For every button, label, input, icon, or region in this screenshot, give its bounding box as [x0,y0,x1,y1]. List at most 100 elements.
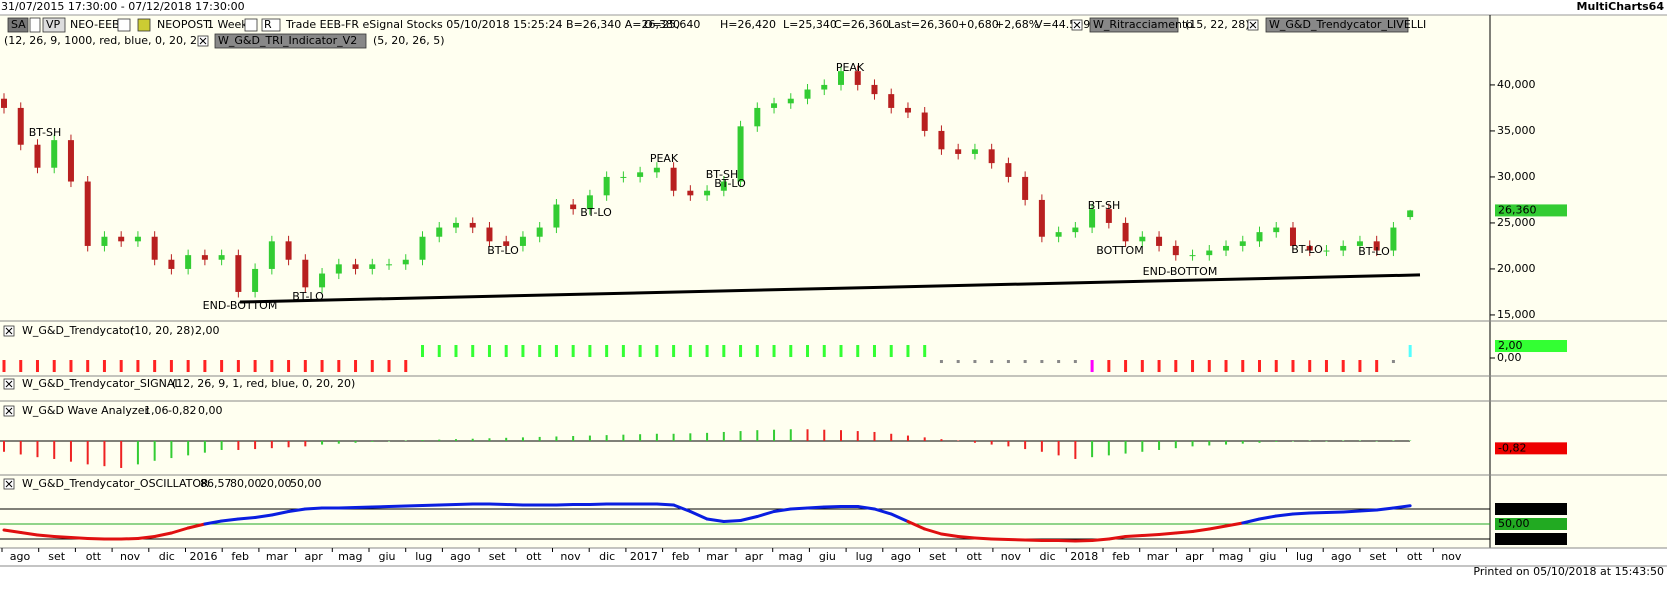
pane-reading: 20,00 [260,477,292,490]
trend-bar [35,360,39,373]
dropdown[interactable] [29,17,41,33]
wave-bar [1024,440,1027,450]
oscillator-segment [1291,511,1312,516]
time-label: mag [1219,550,1243,563]
study-tag[interactable] [214,33,367,49]
study-tag[interactable] [1089,17,1179,33]
trend-bar [136,360,140,373]
sa-button[interactable] [7,17,29,33]
trend-bar [1006,360,1010,364]
trend-bar [454,345,458,358]
date-range: 31/07/2015 17:30:00 - 07/12/2018 17:30:0… [1,0,245,13]
trend-bar [19,360,23,373]
trend-bar [956,360,960,364]
wave-bar [672,433,675,441]
trend-bar [705,345,709,358]
trend-bar [755,345,759,358]
time-label: set [929,550,946,563]
trend-bar [303,360,307,373]
study-name: W_Ritracciamento [1093,18,1193,31]
quote-low: L=25,340 [783,18,837,31]
wave-bar [488,438,491,441]
wave-bar [354,440,357,443]
time-label: ago [1331,550,1352,563]
oscillator-segment [504,503,525,507]
wave-bar [605,435,608,441]
wave-bar [270,440,273,449]
wave-bar [973,440,976,443]
trend-bar [1174,360,1178,373]
time-label: set [489,550,506,563]
wave-bar [1141,440,1144,452]
trend-bar [1057,360,1061,364]
last-value-label: 2,00 [1498,339,1523,352]
wave-bar [1241,440,1244,444]
oscillator-segment [806,505,826,510]
pane-reading: 0,00 [198,404,223,417]
vp-button[interactable] [42,17,66,33]
oscillator-segment [1191,527,1211,533]
time-label: apr [1185,550,1204,563]
oscillator-segment [705,517,726,523]
oscillator-segment [923,527,943,536]
wave-bar [806,429,809,441]
candle-body [955,149,962,154]
quote-change-pct: +2,68% [995,18,1039,31]
trend-bar [471,345,475,358]
dropdown[interactable] [244,18,258,32]
trend-bar [1224,360,1228,373]
oscillator-segment [856,505,876,511]
trend-bar [287,360,291,373]
candle-body [419,236,426,260]
wave-bar [538,436,541,441]
wave-bar [1007,440,1010,447]
wave-bar [421,440,424,441]
pattern-annotation: BT-SH [29,126,61,139]
wave-bar [823,429,826,441]
trend-bar [688,345,692,358]
last-price-badge [1495,204,1567,217]
oscillator-segment [588,502,609,506]
oscillator-segment [956,535,977,540]
candle-body [536,227,543,237]
oscillator-segment [1090,537,1111,542]
trend-bar [102,360,106,373]
trend-bar [822,345,826,358]
candle-body [838,71,844,85]
oscillator-segment [69,536,90,540]
refresh-button[interactable] [261,18,281,32]
candle-body [1323,250,1330,252]
wave-bar [555,436,558,441]
pane-reading: 86,57 [200,477,232,490]
dropdown[interactable] [117,18,131,32]
trend-bar [370,360,374,373]
candle-body [335,264,342,274]
candle-body [737,126,744,182]
trend-bar [1324,360,1328,373]
study-name: W_G&D_Trendycator_LIVELLI [1269,18,1426,31]
pane-title: W_G&D_Trendycator_OSCILLATOR [22,477,209,490]
wave-bar [722,431,725,441]
symbol-icon[interactable] [137,18,151,32]
oscillator-segment [387,504,408,508]
candle-body [603,176,610,196]
oscillator-segment [186,522,207,530]
trend-bar [153,360,157,373]
study-params: (12, 26, 9, 1000, red, blue, 0, 20, 20) [4,34,208,47]
time-label: mar [706,550,728,563]
study-tag[interactable] [1265,17,1409,33]
level-badge [1495,533,1567,545]
candle-body [1089,209,1096,228]
oscillator-segment [906,520,927,531]
wave-bar [170,440,173,459]
trend-bar [722,345,726,358]
last-value-badge [1495,442,1567,455]
candle-body [888,94,895,108]
trend-bar [320,360,324,373]
time-label: nov [560,550,581,563]
trend-bar [872,345,876,358]
candle-body [285,241,292,260]
oscillator-segment [1391,504,1412,510]
close-icon [5,480,13,488]
y-tick-label: 40,000 [1497,78,1536,91]
